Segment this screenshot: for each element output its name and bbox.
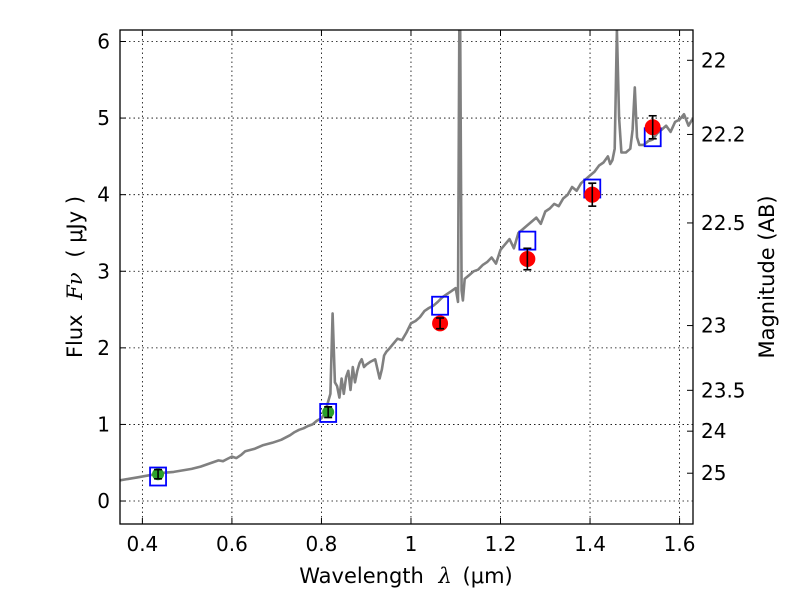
model-point (518, 230, 537, 251)
x-tick-label: 1.2 (485, 532, 517, 556)
model-spectrum-line (120, 30, 693, 482)
x-tick-label: 1.6 (664, 532, 696, 556)
y-axis-label: Flux Fν ( μJy ) (63, 196, 87, 358)
x-tick-label: 1.4 (574, 532, 606, 556)
x-tick-label: 0.8 (306, 532, 338, 556)
y2-tick-label: 25 (701, 461, 726, 485)
y-tick-label: 2 (97, 336, 110, 360)
x-axis-label: Wavelength λ (μm) (299, 564, 512, 588)
axis-ticks: 0.4 0.6 0.8 1 1.2 1.4 1.601234562222.222.52323… (97, 29, 745, 556)
y-tick-label: 5 (97, 106, 110, 130)
model-point (149, 466, 167, 487)
y-tick-label: 1 (97, 412, 110, 436)
y2-tick-label: 23 (701, 314, 726, 338)
model-point (431, 295, 449, 316)
y-tick-label: 4 (97, 183, 110, 207)
plot-area (120, 30, 693, 487)
model-point (319, 403, 338, 423)
y2-tick-label: 24 (701, 419, 726, 443)
y2-tick-label: 23.5 (701, 378, 746, 402)
plot-frame (119, 29, 694, 525)
y-tick-label: 3 (97, 259, 110, 283)
x-tick-label: 1 (405, 532, 418, 556)
y2-tick-label: 22.5 (701, 211, 746, 235)
y2-tick-label: 22.2 (701, 122, 746, 146)
x-tick-label: 0.6 (216, 532, 248, 556)
y-tick-label: 6 (97, 29, 110, 53)
y2-axis-label: Magnitude (AB) (755, 195, 779, 358)
y-tick-label: 0 (97, 489, 110, 513)
x-tick-label: 0.4 (126, 532, 158, 556)
y2-tick-label: 22 (701, 48, 726, 72)
grid-lines (120, 30, 693, 524)
